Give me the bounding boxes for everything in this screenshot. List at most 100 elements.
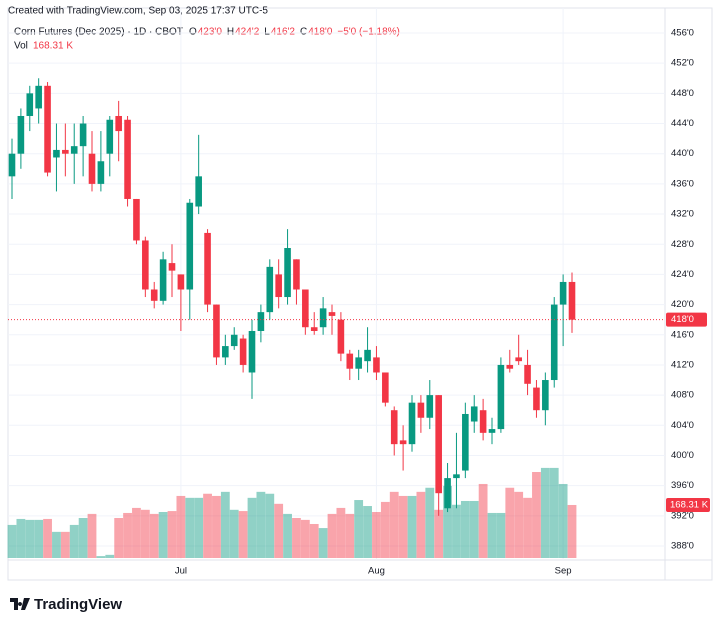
candle-body [444,478,451,509]
volume-bar [292,517,301,558]
y-tick-label: 392'0 [671,510,694,521]
volume-bar [96,556,106,558]
candle-body [310,327,318,331]
volume-bar [114,517,124,558]
candle-body [53,149,60,158]
candle-body [257,312,265,331]
volume-bar [416,491,426,558]
volume-bar [443,485,452,558]
y-tick-label: 416'0 [671,329,694,340]
candle-body [44,85,51,173]
candle-body [222,346,229,358]
candle-body [550,304,558,381]
last-price-box [666,312,707,327]
y-tick-label: 420'0 [671,299,694,310]
volume-bar [7,524,17,558]
candle-body [488,429,496,433]
y-tick-label: 424'0 [671,269,694,280]
y-tick-label: 440'0 [671,148,694,159]
candle-body [497,364,505,430]
volume-bar [460,500,470,558]
y-tick-label: 396'0 [671,480,694,491]
volume-bar [283,513,292,558]
ohlc-key: H [227,27,234,38]
volume-bar [567,504,577,558]
logo-text: TradingView [34,596,122,613]
volume-bar [469,500,479,558]
candle-body [97,161,105,184]
candle-body [559,281,567,305]
candle-body [8,153,16,177]
volume-bar [309,523,319,558]
candle-body [533,387,540,411]
candle-body [150,289,158,301]
volume-bar [229,509,239,558]
candle-body [515,357,522,362]
volume-bar [238,511,248,558]
volume-bar [25,519,35,558]
volume-bar [43,518,52,558]
volume-bar [389,491,399,558]
volume-bar [300,519,310,558]
y-tick-label: 408'0 [671,390,694,401]
volume-bar [407,495,417,558]
volume-bar [176,495,186,558]
volume-bar [505,487,515,558]
candle-body [195,176,202,207]
x-tick-label: Jul [175,566,187,577]
y-tick-label: 444'0 [671,118,694,129]
y-tick-label: 404'0 [671,420,694,431]
volume-bar [194,497,204,558]
candle-body [373,357,380,373]
candle-body [275,274,282,298]
candle-body [302,289,309,328]
candle-body [186,202,194,290]
volume-bar [203,493,212,558]
candle-body [115,115,122,132]
candle-body [479,410,487,433]
volume-bar [78,517,88,558]
y-tick-label: 428'0 [671,239,694,250]
candle-body [239,338,247,365]
y-tick-label: 448'0 [671,88,694,99]
candle-body [408,402,416,445]
ohlc-value: 416'2 [271,27,296,38]
watermark: Created with TradingView.com, Sep 03, 20… [8,6,268,17]
volume-bar [496,512,506,558]
candle-body [390,410,398,445]
candle-body [159,259,167,301]
volume-title: Vol [14,41,28,52]
y-tick-label: 452'0 [671,58,694,69]
volume-bar [52,531,61,558]
volume-bar [69,524,79,558]
volume-bar [105,554,115,558]
y-tick-label: 456'0 [671,28,694,39]
candle-body [17,115,25,154]
candle-body [506,364,514,369]
candle-body [266,266,274,313]
candle-body [435,395,442,494]
ohlc-key: L [264,27,270,38]
ohlc-value: 418'0 [308,27,333,38]
volume-bar [398,495,408,558]
ohlc-key: C [300,27,307,38]
candle-body [62,149,69,154]
volume-bar [558,483,568,558]
candle-body [26,93,34,116]
candle-body [319,308,327,328]
volume-bar [363,506,372,558]
candle-body [542,380,549,411]
ohlc-key: O [189,27,197,38]
logo: TradingView [10,596,122,613]
volume-bar [212,495,221,558]
candle-body [230,334,238,347]
candle-body [106,119,114,154]
candle-body [204,232,211,305]
candle-body [133,198,140,241]
volume-bar [372,512,381,558]
volume-bar [16,518,26,558]
volume-bar [478,483,488,558]
volume-value: 168.31 K [33,41,73,52]
candle-body [124,119,131,199]
